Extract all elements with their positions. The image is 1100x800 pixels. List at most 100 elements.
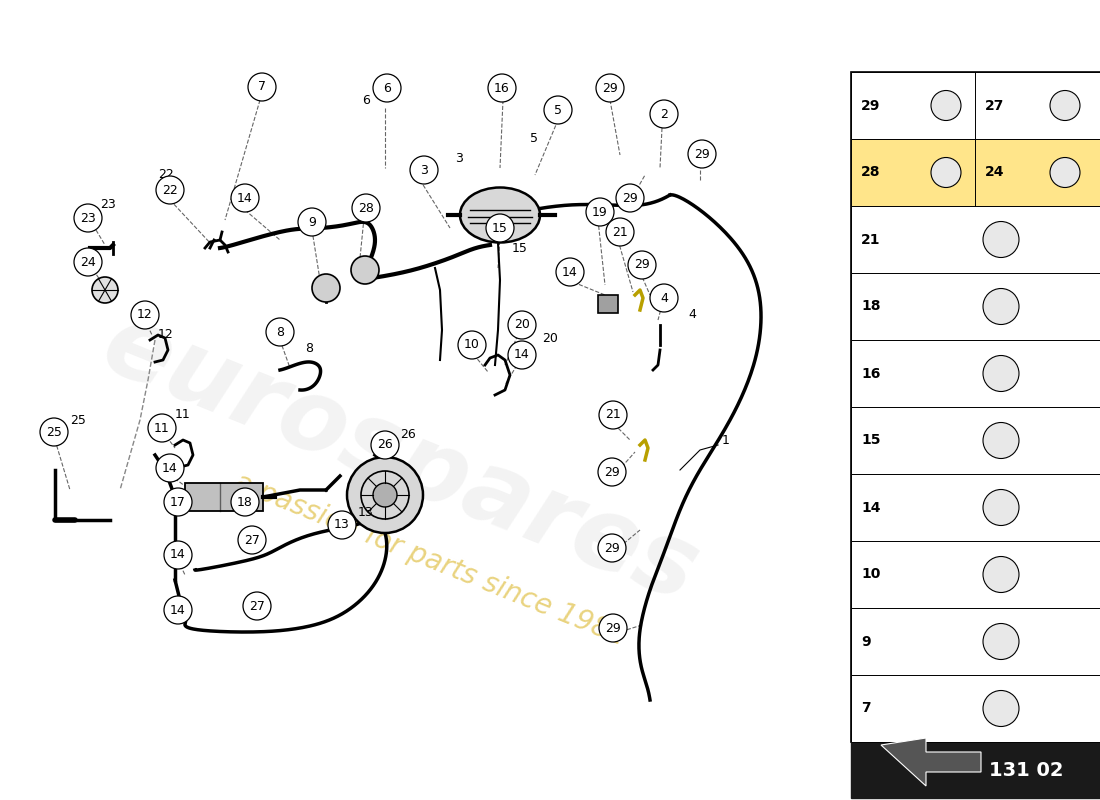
Text: 14: 14 [162, 462, 178, 474]
Bar [851, 72, 1100, 139]
Text: 29: 29 [605, 622, 620, 634]
Circle shape [596, 74, 624, 102]
Text: a passion for parts since 1982: a passion for parts since 1982 [230, 469, 630, 651]
Circle shape [688, 140, 716, 168]
Text: 26: 26 [377, 438, 393, 451]
Text: 10: 10 [861, 567, 880, 582]
Text: 1: 1 [722, 434, 730, 446]
Text: eurospares: eurospares [89, 297, 712, 623]
Ellipse shape [460, 187, 540, 242]
Text: 8: 8 [276, 326, 284, 338]
Polygon shape [881, 738, 981, 786]
Bar [851, 474, 1100, 541]
Circle shape [164, 596, 192, 624]
Bar [851, 72, 1100, 742]
Text: 20: 20 [542, 331, 558, 345]
Text: 13: 13 [358, 506, 374, 518]
Text: 14: 14 [562, 266, 578, 278]
Text: 29: 29 [604, 542, 620, 554]
Text: 12: 12 [158, 329, 174, 342]
Circle shape [328, 511, 356, 539]
Text: 29: 29 [604, 466, 620, 478]
Text: 27: 27 [984, 98, 1004, 113]
Text: 14: 14 [514, 349, 530, 362]
Circle shape [931, 158, 961, 187]
Circle shape [983, 355, 1019, 391]
Text: 23: 23 [100, 198, 116, 211]
Circle shape [983, 690, 1019, 726]
Text: 14: 14 [170, 549, 186, 562]
Circle shape [598, 534, 626, 562]
Circle shape [1050, 158, 1080, 187]
Text: 5: 5 [530, 131, 538, 145]
Text: 20: 20 [514, 318, 530, 331]
Text: 29: 29 [694, 147, 710, 161]
Circle shape [544, 96, 572, 124]
Text: 14: 14 [238, 191, 253, 205]
Circle shape [598, 458, 626, 486]
Text: 25: 25 [46, 426, 62, 438]
Text: 19: 19 [592, 206, 608, 218]
Circle shape [164, 488, 192, 516]
Circle shape [983, 422, 1019, 458]
Circle shape [556, 258, 584, 286]
Text: 27: 27 [244, 534, 260, 546]
Text: 9: 9 [861, 634, 870, 649]
Circle shape [650, 100, 678, 128]
Text: 3: 3 [420, 163, 428, 177]
Text: 5: 5 [554, 103, 562, 117]
Circle shape [156, 454, 184, 482]
Text: 2: 2 [695, 143, 703, 157]
Circle shape [458, 331, 486, 359]
Circle shape [298, 208, 326, 236]
Circle shape [74, 248, 102, 276]
Circle shape [600, 614, 627, 642]
Text: 13: 13 [334, 518, 350, 531]
Circle shape [373, 74, 402, 102]
Text: 3: 3 [455, 151, 463, 165]
Text: 22: 22 [162, 183, 178, 197]
Bar [851, 273, 1100, 340]
Circle shape [156, 176, 184, 204]
Text: 29: 29 [861, 98, 880, 113]
Text: 19: 19 [615, 195, 630, 209]
Text: 12: 12 [138, 309, 153, 322]
Circle shape [266, 318, 294, 346]
Circle shape [983, 222, 1019, 258]
Circle shape [410, 156, 438, 184]
Circle shape [40, 418, 68, 446]
Bar [851, 730, 1100, 798]
Circle shape [486, 214, 514, 242]
Circle shape [373, 483, 397, 507]
Text: 8: 8 [305, 342, 314, 354]
Text: 27: 27 [249, 599, 265, 613]
Text: 15: 15 [512, 242, 528, 254]
Text: 11: 11 [175, 409, 190, 422]
Bar [851, 675, 1100, 742]
Text: 22: 22 [158, 169, 174, 182]
Circle shape [983, 490, 1019, 526]
Text: 28: 28 [861, 166, 880, 179]
Text: 15: 15 [492, 222, 508, 234]
Text: 18: 18 [238, 495, 253, 509]
Text: 29: 29 [602, 82, 618, 94]
Circle shape [231, 488, 258, 516]
Text: 26: 26 [400, 429, 416, 442]
Circle shape [983, 557, 1019, 593]
Bar [851, 206, 1100, 273]
Text: 15: 15 [861, 434, 880, 447]
Text: 29: 29 [634, 258, 650, 271]
Circle shape [371, 431, 399, 459]
Circle shape [164, 541, 192, 569]
Text: 6: 6 [383, 82, 390, 94]
Text: 17: 17 [170, 495, 186, 509]
Circle shape [346, 457, 424, 533]
Circle shape [931, 90, 961, 121]
Text: 11: 11 [154, 422, 169, 434]
Circle shape [243, 592, 271, 620]
Text: 29: 29 [623, 191, 638, 205]
Circle shape [983, 623, 1019, 659]
Text: 18: 18 [861, 299, 880, 314]
Bar [851, 608, 1100, 675]
Text: 24: 24 [984, 166, 1004, 179]
